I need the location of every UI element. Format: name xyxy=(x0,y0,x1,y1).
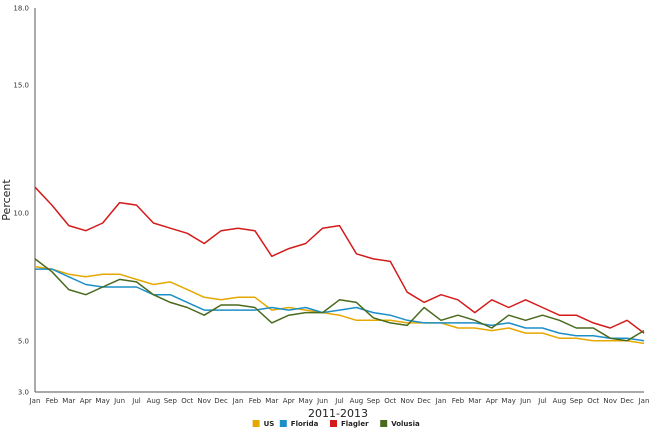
y-tick-label: 5.0 xyxy=(18,337,29,345)
y-tick-label: 18.0 xyxy=(13,5,29,13)
x-tick-label: Jul xyxy=(537,397,547,405)
x-tick-label: Oct xyxy=(587,397,599,405)
x-tick-labels: Jan Feb Mar Apr May Jun Jul Aug Sep Oct Nov Dec Jan F… xyxy=(29,397,650,405)
x-tick-label: Sep xyxy=(367,397,381,405)
x-axis-title: 2011-2013 xyxy=(308,407,368,420)
legend-label: Florida xyxy=(291,420,319,428)
x-tick-label: Jul xyxy=(334,397,344,405)
y-axis-title: Percent xyxy=(0,179,13,221)
x-tick-label: Feb xyxy=(46,397,59,405)
x-tick-label: Aug xyxy=(350,397,364,405)
series-line-us xyxy=(34,265,645,345)
legend-swatch-us xyxy=(252,420,260,427)
x-tick-label: Jan xyxy=(435,397,447,405)
x-tick-label: Jan xyxy=(232,397,244,405)
y-tick-label: 15.0 xyxy=(13,81,29,89)
x-tick-label: Apr xyxy=(283,397,295,405)
legend-swatch-volusia xyxy=(380,420,388,427)
legend-swatch-florida xyxy=(279,420,287,427)
legend-swatch-flagler xyxy=(330,420,337,427)
series-line-florida xyxy=(35,268,645,342)
x-tick-label: Jan xyxy=(638,397,650,405)
x-tick-label: Jul xyxy=(131,397,141,405)
x-tick-label: Feb xyxy=(452,397,465,405)
x-tick-label: Nov xyxy=(603,397,617,405)
x-tick-label: Jun xyxy=(519,397,531,405)
legend-label: Flagler xyxy=(341,420,369,428)
y-tick-label: 3.0 xyxy=(18,389,29,397)
x-tick-label: May xyxy=(95,397,109,405)
x-tick-label: Apr xyxy=(486,397,498,405)
x-tick-label: Feb xyxy=(249,397,262,405)
y-tick-label: 10.0 xyxy=(13,209,29,217)
x-tick-label: Dec xyxy=(214,397,228,405)
x-tick-label: Nov xyxy=(197,397,211,405)
legend: US Florida Flagler Volusia xyxy=(252,420,420,428)
x-tick-label: Dec xyxy=(417,397,431,405)
x-tick-label: Sep xyxy=(164,397,178,405)
x-tick-label: Mar xyxy=(62,397,75,405)
x-tick-label: Jan xyxy=(29,397,41,405)
x-tick-label: Jun xyxy=(316,397,328,405)
legend-label: Volusia xyxy=(391,420,420,428)
x-tick-label: Oct xyxy=(384,397,396,405)
x-tick-label: Sep xyxy=(570,397,584,405)
x-tick-label: Apr xyxy=(80,397,92,405)
series-line-volusia xyxy=(34,258,645,342)
y-tick-labels: 3.0 5.0 10.0 15.0 18.0 xyxy=(13,5,29,397)
x-tick-label: Aug xyxy=(553,397,567,405)
x-tick-label: Jun xyxy=(113,397,125,405)
x-tick-label: Mar xyxy=(468,397,481,405)
x-tick-label: May xyxy=(298,397,312,405)
series-lines xyxy=(34,186,645,345)
legend-label: US xyxy=(264,420,275,428)
x-tick-label: Nov xyxy=(400,397,414,405)
series-line-flagler xyxy=(34,186,645,334)
x-tick-label: Aug xyxy=(147,397,161,405)
x-tick-label: May xyxy=(501,397,515,405)
x-tick-label: Oct xyxy=(181,397,193,405)
x-tick-label: Dec xyxy=(620,397,634,405)
x-tick-label: Mar xyxy=(265,397,278,405)
